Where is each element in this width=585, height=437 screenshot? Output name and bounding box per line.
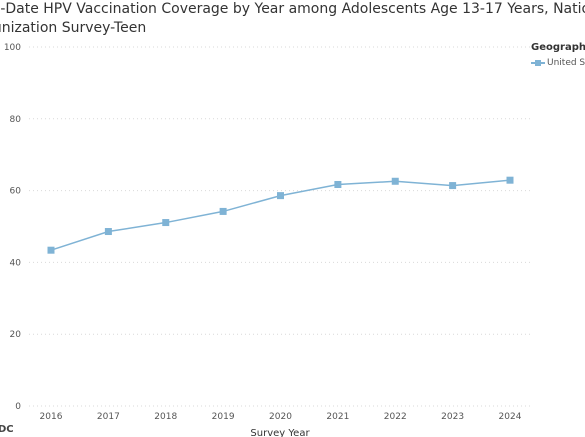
x-tick-label: 2018	[154, 412, 177, 422]
data-point	[391, 177, 399, 185]
y-tick-label: 80	[10, 115, 22, 125]
y-tick-label: 40	[10, 258, 22, 268]
legend-line-marker-icon	[531, 59, 545, 67]
legend: Geography United S	[531, 41, 585, 68]
legend-item-series[interactable]: United S	[531, 58, 585, 68]
y-tick-label: 0	[15, 402, 21, 412]
x-tick-label: 2024	[499, 412, 522, 422]
x-tick-label: 2022	[384, 412, 407, 422]
chart-title-line-1: to-Date HPV Vaccination Coverage by Year…	[0, 1, 585, 17]
x-tick-label: 2021	[326, 412, 349, 422]
data-point	[449, 182, 457, 190]
data-point	[219, 207, 227, 215]
y-tick-label: 100	[4, 43, 21, 53]
x-tick-label: 2017	[97, 412, 120, 422]
x-axis-title: Survey Year	[250, 428, 310, 437]
x-tick-label: 2020	[269, 412, 292, 422]
source-credit: DC	[0, 424, 14, 435]
chart-title-line-2: nunization Survey-Teen	[0, 20, 147, 36]
data-point	[104, 228, 112, 236]
x-tick-label: 2023	[441, 412, 464, 422]
legend-item-label: United S	[547, 58, 585, 68]
data-point	[277, 192, 284, 200]
data-point	[47, 246, 55, 254]
y-tick-label: 60	[10, 187, 22, 197]
chart-title: to-Date HPV Vaccination Coverage by Year…	[0, 0, 585, 38]
legend-title: Geography	[531, 42, 585, 53]
x-tick-label: 2019	[212, 412, 235, 422]
data-point	[334, 180, 342, 188]
data-point	[506, 176, 514, 184]
x-tick-label: 2016	[40, 412, 63, 422]
data-point	[162, 219, 170, 227]
y-tick-label: 20	[10, 330, 22, 340]
